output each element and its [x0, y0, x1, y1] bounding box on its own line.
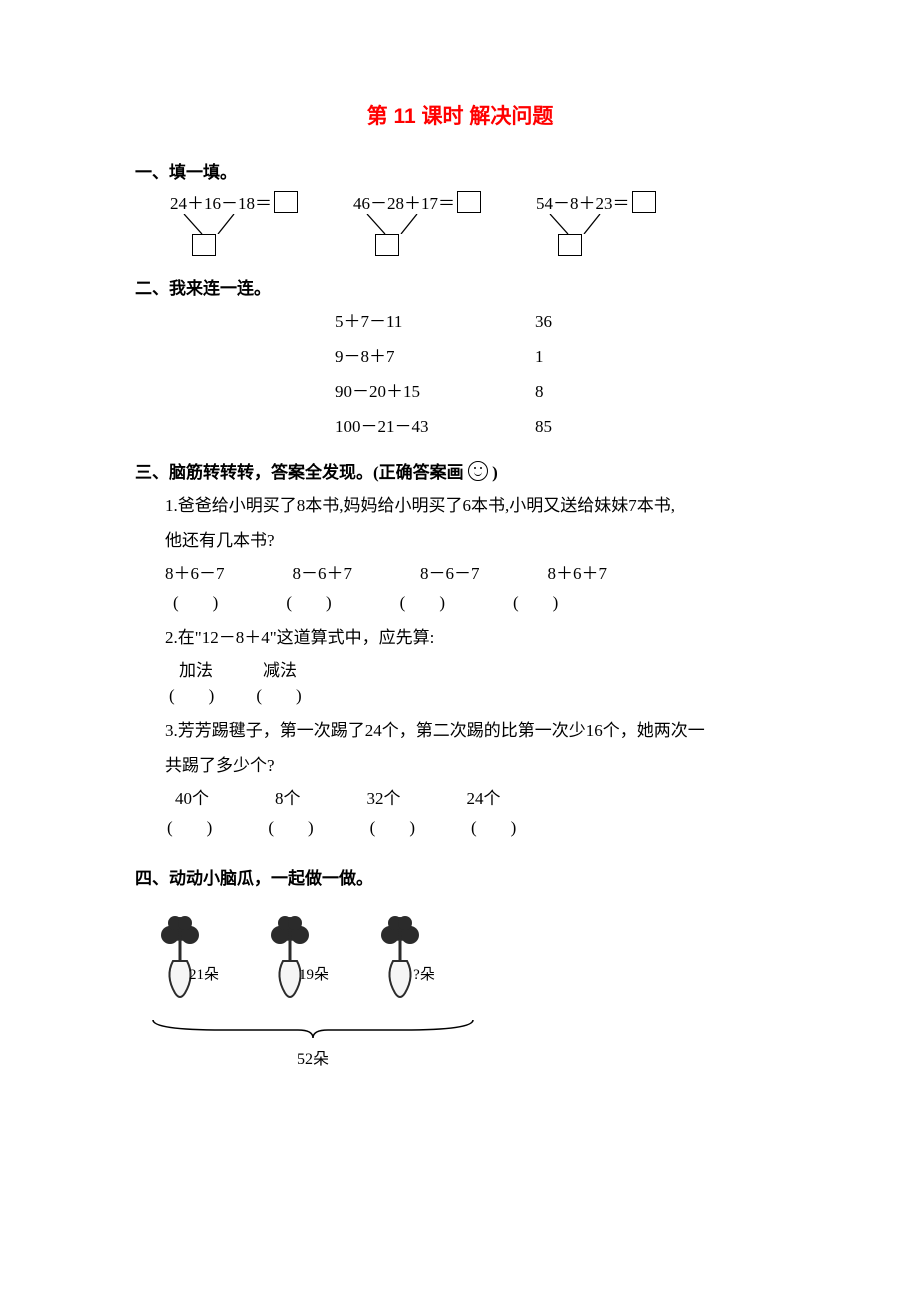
q3-3-opt-c: 32个	[367, 784, 401, 809]
q3-2-opt-a: 加法	[179, 656, 213, 681]
flower-vase-icon	[145, 911, 215, 1001]
blank[interactable]: ( )	[370, 813, 415, 838]
q3-3-options: 40个 8个 32个 24个	[175, 784, 785, 809]
q3-1-opt-d: 8＋6＋7	[548, 559, 608, 584]
q3-3-opt-d: 24个	[467, 784, 501, 809]
blank[interactable]: ( )	[167, 813, 212, 838]
section2-heading: 二、我来连一连。	[135, 274, 785, 299]
blank[interactable]: ( )	[256, 681, 301, 706]
q3-2-text: 2.在"12－8＋4"这道算式中，应先算:	[165, 621, 785, 656]
match-right-3: 8	[535, 375, 595, 410]
join-lines	[176, 214, 264, 234]
q1-expr-2: 46－28＋17＝	[353, 189, 455, 214]
blank[interactable]: ( )	[400, 588, 445, 613]
q3-3-opt-b: 8个	[275, 784, 301, 809]
blank[interactable]: ( )	[268, 813, 313, 838]
vase-row: 21朵 19朵 ?朵	[145, 911, 785, 1018]
q3-3-opt-a: 40个	[175, 784, 209, 809]
match-left-3: 90－20＋15	[335, 375, 535, 410]
brace-icon	[143, 1018, 483, 1040]
section3-heading: 三、脑筋转转转，答案全发现。(正确答案画 )	[135, 458, 785, 483]
join-lines	[542, 214, 630, 234]
q3-3-blanks: ( ) ( ) ( ) ( )	[167, 813, 785, 838]
q3-2-blanks: ( ) ( )	[169, 681, 785, 706]
match-list: 5＋7－1136 9－8＋71 90－20＋158 100－21－4385	[135, 305, 785, 444]
lesson-title: 第 11 课时 解决问题	[135, 100, 785, 130]
section1-items: 24＋16－18＝ 46－28＋17＝ 54－8＋23＝	[170, 189, 785, 256]
blank[interactable]: ( )	[169, 681, 214, 706]
flower-vase-icon	[255, 911, 325, 1001]
match-left-2: 9－8＋7	[335, 340, 535, 375]
section3-heading-suffix: )	[492, 463, 498, 482]
vase-2: 19朵	[255, 911, 325, 1018]
vase-1: 21朵	[145, 911, 215, 1018]
q3-1-opt-a: 8＋6－7	[165, 559, 225, 584]
match-left-1: 5＋7－11	[335, 305, 535, 340]
blank[interactable]: ( )	[471, 813, 516, 838]
answer-box[interactable]	[632, 191, 656, 213]
q3-1-opt-b: 8－6＋7	[293, 559, 353, 584]
q3-2-options: 加法 减法	[179, 656, 785, 681]
answer-box[interactable]	[274, 191, 298, 213]
section3-heading-prefix: 三、脑筋转转转，答案全发现。(正确答案画	[135, 463, 464, 482]
intermediate-box[interactable]	[375, 234, 399, 256]
vase-3-label: ?朵	[413, 963, 435, 984]
q3-1-opt-c: 8－6－7	[420, 559, 480, 584]
match-right-4: 85	[535, 410, 595, 445]
q3-1-blanks: ( ) ( ) ( ) ( )	[173, 588, 785, 613]
answer-box[interactable]	[457, 191, 481, 213]
smiley-icon	[468, 461, 488, 481]
join-lines	[359, 214, 447, 234]
blank[interactable]: ( )	[286, 588, 331, 613]
q1-expr-3: 54－8＋23＝	[536, 189, 630, 214]
total-label: 52朵	[163, 1045, 463, 1069]
vase-1-label: 21朵	[189, 963, 219, 984]
q1-expr-1: 24＋16－18＝	[170, 189, 272, 214]
match-right-1: 36	[535, 305, 595, 340]
vase-2-label: 19朵	[299, 963, 329, 984]
match-right-2: 1	[535, 340, 595, 375]
match-left-4: 100－21－43	[335, 410, 535, 445]
q1-item-1: 24＋16－18＝	[170, 189, 298, 256]
intermediate-box[interactable]	[192, 234, 216, 256]
q3-1-options: 8＋6－7 8－6＋7 8－6－7 8＋6＋7	[165, 559, 785, 584]
intermediate-box[interactable]	[558, 234, 582, 256]
vase-3: ?朵	[365, 911, 435, 1018]
blank[interactable]: ( )	[513, 588, 558, 613]
q3-2-opt-b: 减法	[263, 656, 297, 681]
q3-3-text: 3.芳芳踢毽子，第一次踢了24个，第二次踢的比第一次少16个，她两次一 共踢了多…	[165, 714, 785, 784]
q1-item-3: 54－8＋23＝	[536, 189, 656, 256]
section1-heading: 一、填一填。	[135, 158, 785, 183]
flower-vase-icon	[365, 911, 435, 1001]
section4-heading: 四、动动小脑瓜，一起做一做。	[135, 864, 785, 889]
blank[interactable]: ( )	[173, 588, 218, 613]
q3-1-text: 1.爸爸给小明买了8本书,妈妈给小明买了6本书,小明又送给妹妹7本书, 他还有几…	[165, 489, 785, 559]
q1-item-2: 46－28＋17＝	[353, 189, 481, 256]
